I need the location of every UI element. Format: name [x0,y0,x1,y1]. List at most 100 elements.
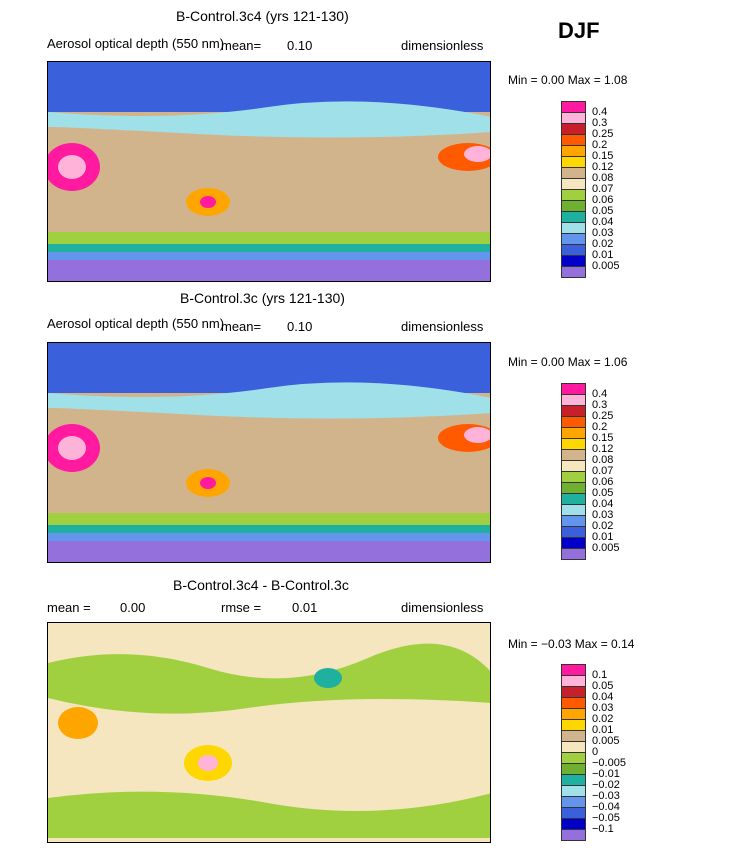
southern-band-blue [48,533,490,541]
legend-label: −0.01 [592,768,620,780]
panel-3-mean-value: 0.00 [120,600,146,615]
legend-label: 0.3 [592,399,608,411]
northern-low-band [48,343,490,393]
legend-label: 0.03 [592,509,614,521]
panel-3-rmse-value: 0.01 [292,600,318,615]
legend-label: 0.3 [592,117,608,129]
legend-label: −0.005 [592,757,626,769]
legend-label: 0.2 [592,421,608,433]
legend-label: 0.03 [592,227,614,239]
legend-label: 0 [592,746,599,758]
panel-3-units: dimensionless [401,600,484,615]
legend-label: 0.15 [592,432,614,444]
legend-label: 0.4 [592,388,608,400]
legend-label: −0.04 [592,801,620,813]
legend-color-box [561,548,586,560]
panel-1-mean-label: mean= [221,38,262,53]
legend-label: 0.4 [592,106,608,118]
difference-band-north [48,643,490,714]
legend-color-box [561,829,586,841]
sahara-dust-core [58,436,86,460]
panel-2-legend: 0.4 0.3 0.25 0.2 0.15 0.12 0.08 0.07 0.06 0.05 0.0… [561,383,621,561]
legend-label: 0.1 [592,669,608,681]
legend-label: 0.04 [592,216,614,228]
legend-label: 0.05 [592,205,614,217]
panel-3-map [47,622,491,843]
panel-1-mean-value: 0.10 [287,38,313,53]
legend-label: 0.01 [592,724,614,736]
legend-label: 0.005 [592,735,620,747]
legend-label: 0.25 [592,128,614,140]
atlantic-plume-core [464,427,490,443]
northern-low-band [48,62,490,112]
legend-label: 0.02 [592,520,614,532]
legend-label: 0.02 [592,238,614,250]
legend-label: 0.05 [592,487,614,499]
legend-label: −0.05 [592,812,620,824]
legend-label: 0.04 [592,691,614,703]
legend-label: 0.005 [592,260,620,272]
panel-3-legend: 0.1 0.05 0.04 0.03 0.02 0.01 0.005 0 −0.005 −0.01… [561,664,626,842]
legend-label: 0.08 [592,172,614,184]
southern-band-green [48,232,490,244]
pacific-negative [314,668,342,688]
antarctic-band [48,541,490,562]
legend-label: −0.03 [592,790,620,802]
australia-dust-core [200,477,216,489]
midlat-band [48,101,490,138]
legend-label: 0.06 [592,476,614,488]
panel-2-units: dimensionless [401,319,484,334]
legend-label: 0.01 [592,249,614,261]
southern-band-teal [48,244,490,252]
legend-label: 0.02 [592,713,614,725]
panel-3-title: B-Control.3c4 - B-Control.3c [173,577,349,593]
panel-1-units: dimensionless [401,38,484,53]
panel-2-map [47,342,491,563]
panel-2-subtitle: Aerosol optical depth (550 nm) [47,316,225,331]
legend-color-box [561,266,586,278]
map-field [48,623,490,842]
panel-3-min-max: Min = −0.03 Max = 0.14 [508,637,635,651]
antarctic-band [48,260,490,281]
southern-band-green [48,513,490,525]
legend-label: 0.15 [592,150,614,162]
panel-1-min-max: Min = 0.00 Max = 1.08 [508,73,628,87]
atlantic-plume-core [464,146,490,162]
panel-3-rmse-label: rmse = [221,600,262,615]
legend-label: 0.12 [592,161,614,173]
legend-label: 0.25 [592,410,614,422]
legend-label: 0.06 [592,194,614,206]
legend-label: 0.07 [592,465,614,477]
legend-label: 0.01 [592,531,614,543]
southern-band-blue [48,252,490,260]
legend-label: 0.005 [592,542,620,554]
panel-2-mean-label: mean= [221,319,262,334]
legend-label: 0.12 [592,443,614,455]
legend-label: 0.04 [592,498,614,510]
panel-1-legend: 0.4 0.3 0.25 0.2 0.15 0.12 0.08 0.07 0.06 0.05 0.0… [561,101,621,279]
panel-2-min-max: Min = 0.00 Max = 1.06 [508,355,628,369]
panel-3-mean-label: mean = [47,600,91,615]
panel-1-subtitle: Aerosol optical depth (550 nm) [47,36,225,51]
legend-label: 0.2 [592,139,608,151]
midlat-band [48,382,490,419]
africa-positive [58,707,98,739]
legend-label: 0.07 [592,183,614,195]
australia-positive-core [198,755,218,771]
panel-1-map [47,61,491,282]
legend-label: 0.05 [592,680,614,692]
legend-label: 0.08 [592,454,614,466]
season-label: DJF [558,18,600,43]
australia-dust-core [200,196,216,208]
map-field [48,62,490,281]
legend-label: −0.02 [592,779,620,791]
panel-2-mean-value: 0.10 [287,319,313,334]
difference-band-south [48,791,490,838]
panel-2-title: B-Control.3c (yrs 121-130) [180,290,345,306]
sahara-dust-core [58,155,86,179]
map-field [48,343,490,562]
southern-band-teal [48,525,490,533]
legend-label: −0.1 [592,823,614,835]
legend-label: 0.03 [592,702,614,714]
panel-1-title: B-Control.3c4 (yrs 121-130) [176,8,349,24]
